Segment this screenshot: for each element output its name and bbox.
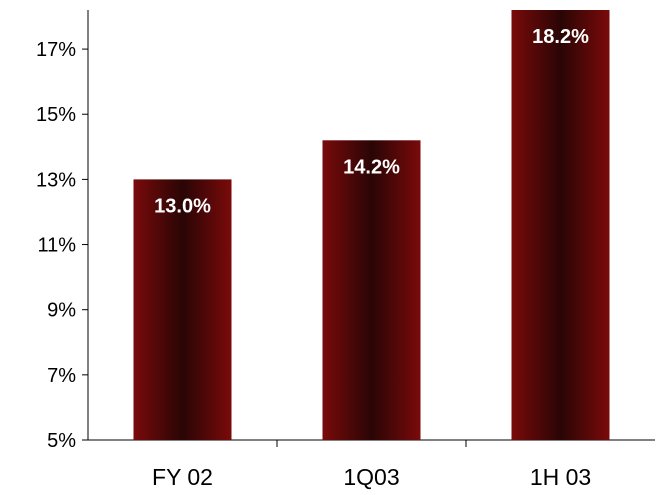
bars — [133, 10, 610, 441]
data-label: 13.0% — [154, 195, 211, 217]
y-tick-label: 9% — [47, 300, 76, 322]
y-tick-label: 15% — [36, 104, 76, 126]
data-label: 18.2% — [532, 26, 589, 48]
y-tick-label: 5% — [47, 430, 76, 452]
bar — [322, 140, 421, 440]
y-tick-label: 13% — [36, 169, 76, 191]
labels: 13.0% FY 02 14.2% 1Q03 18.2% 1H 03 — [152, 26, 591, 490]
x-tick-label: FY 02 — [152, 464, 213, 490]
y-tick-label: 17% — [36, 39, 76, 61]
y-tick-label: 7% — [47, 365, 76, 387]
data-label: 14.2% — [343, 156, 400, 178]
x-tick-label: 1H 03 — [530, 464, 591, 490]
y-tick-label: 11% — [37, 235, 76, 257]
x-tick-label: 1Q03 — [343, 464, 399, 490]
bar — [511, 10, 610, 440]
bar — [133, 179, 232, 441]
